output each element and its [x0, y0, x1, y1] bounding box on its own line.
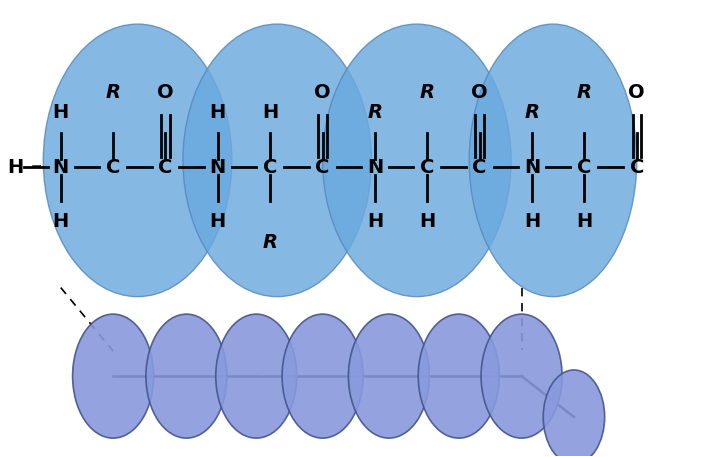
Ellipse shape: [183, 24, 372, 297]
Text: R: R: [420, 83, 435, 102]
Ellipse shape: [481, 314, 562, 438]
Text: C: C: [420, 158, 435, 177]
Text: H: H: [419, 212, 435, 231]
Ellipse shape: [348, 314, 430, 438]
Text: H: H: [7, 158, 23, 177]
Text: C: C: [263, 158, 278, 177]
Ellipse shape: [469, 24, 637, 297]
Text: C: C: [315, 158, 329, 177]
Text: R: R: [524, 103, 540, 122]
Text: N: N: [367, 158, 383, 177]
Ellipse shape: [418, 314, 499, 438]
Text: O: O: [471, 83, 488, 102]
Text: R: R: [577, 83, 592, 102]
Ellipse shape: [282, 314, 363, 438]
Text: C: C: [106, 158, 121, 177]
Text: H: H: [53, 212, 69, 231]
Text: C: C: [577, 158, 592, 177]
Text: H: H: [367, 212, 383, 231]
Text: N: N: [53, 158, 69, 177]
Text: H: H: [576, 212, 592, 231]
Text: C: C: [629, 158, 644, 177]
Text: H: H: [262, 103, 278, 122]
Ellipse shape: [322, 24, 511, 297]
Text: O: O: [157, 83, 174, 102]
Text: N: N: [210, 158, 226, 177]
Text: R: R: [106, 83, 121, 102]
Text: H: H: [53, 103, 69, 122]
Text: –: –: [31, 157, 42, 177]
Ellipse shape: [543, 370, 605, 457]
Text: R: R: [367, 103, 383, 122]
Text: C: C: [158, 158, 172, 177]
Ellipse shape: [216, 314, 297, 438]
Text: H: H: [210, 103, 226, 122]
Text: C: C: [472, 158, 487, 177]
Ellipse shape: [43, 24, 232, 297]
Ellipse shape: [73, 314, 154, 438]
Text: H: H: [524, 212, 540, 231]
Text: H: H: [210, 212, 226, 231]
Text: R: R: [263, 233, 278, 252]
Text: O: O: [629, 83, 645, 102]
Text: N: N: [524, 158, 540, 177]
Text: O: O: [314, 83, 331, 102]
Ellipse shape: [146, 314, 227, 438]
